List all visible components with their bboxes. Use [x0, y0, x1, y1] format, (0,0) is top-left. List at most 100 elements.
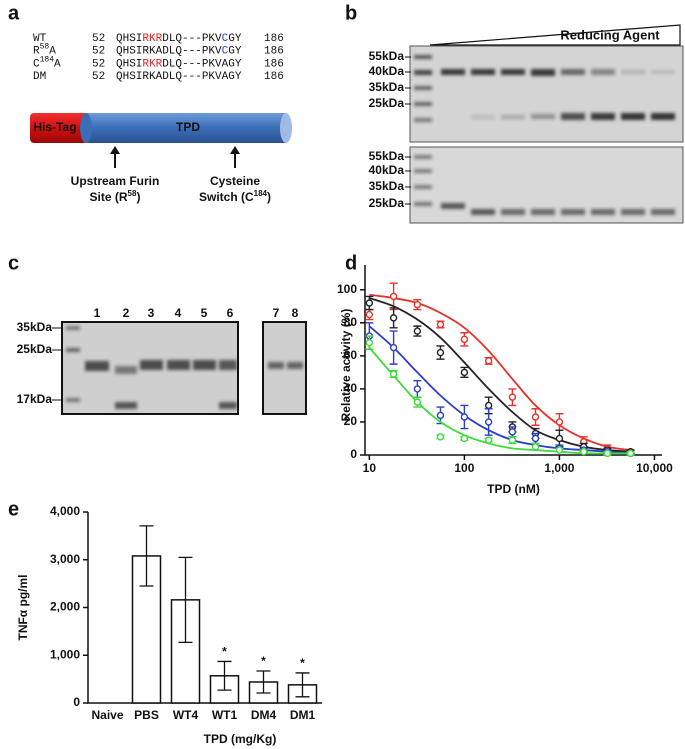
x-tick-label: DM1 — [290, 708, 316, 722]
superscript: 58 — [40, 42, 50, 51]
panel-label: b — [345, 2, 357, 24]
lane-label: 7 — [273, 306, 280, 320]
error-bar — [295, 672, 310, 698]
data-point — [460, 335, 469, 344]
data-point — [436, 433, 445, 441]
data-point — [484, 357, 493, 365]
gel-c-labels: 35kDa 25kDa 17kDa 1 2 3 4 5 6 7 8 — [17, 306, 299, 406]
gel-top — [409, 45, 684, 143]
seq-name: DM — [33, 71, 46, 83]
annotation: Cysteine — [210, 174, 260, 188]
marker-label: 25kDa — [369, 96, 405, 110]
seq-start: 52 — [92, 58, 105, 70]
seq-name: R58A — [33, 42, 56, 57]
sequence: QHSIRKRDLQ---PKVCGY — [116, 33, 242, 45]
data-point — [460, 434, 469, 443]
seq-start: 52 — [92, 46, 105, 58]
seq-end: 186 — [264, 71, 284, 83]
y-tick-label: 20 — [344, 414, 358, 428]
y-tick-label: 3,000 — [50, 552, 80, 566]
text-part: ) — [136, 190, 140, 204]
data-point — [579, 447, 588, 456]
marker-label: 55kDa — [369, 149, 405, 163]
text-part: RKR — [142, 33, 162, 45]
text-part: GY — [228, 33, 242, 45]
data-point — [484, 401, 493, 410]
x-tick-label: Naive — [91, 708, 123, 722]
cylinder-end — [80, 113, 92, 143]
data-point — [413, 300, 422, 309]
sequence: QHSIRKADLQ---PKVAGY — [116, 71, 242, 83]
annotation: Site (R58) — [90, 189, 141, 205]
seq-name: C184A — [33, 55, 61, 70]
text-part: R — [33, 46, 40, 58]
lane-label: 8 — [292, 306, 299, 320]
significance-marker: * — [300, 656, 305, 670]
marker-label: 55kDa — [369, 49, 405, 63]
sequence: QHSIRKADLQ---PKVCGY — [116, 46, 242, 58]
text-part: Upstream Furin — [71, 174, 160, 188]
data-point — [460, 368, 469, 377]
data-point — [389, 314, 398, 322]
data-point — [555, 418, 564, 426]
data-point — [413, 398, 422, 406]
y-tick-label: 100 — [337, 282, 357, 296]
axes — [87, 512, 322, 704]
data-point — [508, 436, 517, 444]
x-axis-label: TPD (nM) — [487, 482, 540, 496]
data-point — [365, 310, 374, 319]
data-point — [389, 370, 398, 378]
text-part: DLQ---PKVAGY — [162, 58, 242, 70]
text-part: ) — [267, 190, 271, 204]
lane-label: 2 — [123, 306, 130, 320]
data-point — [436, 411, 445, 420]
domain-label: TPD — [176, 120, 200, 134]
superscript: 58 — [128, 189, 137, 198]
text-part: Switch (C — [199, 190, 254, 204]
data-point — [389, 343, 398, 352]
text-part: A — [49, 46, 56, 58]
y-tick-label: 40 — [344, 381, 358, 395]
superscript: 184 — [40, 55, 55, 64]
text-part: RKR — [142, 58, 162, 70]
data-point — [413, 327, 422, 335]
x-tick-label: 10,000 — [636, 461, 673, 475]
y-tick-label: 0 — [350, 447, 357, 461]
x-axis-label: TPD (mg/Kg) — [204, 732, 277, 746]
data-point — [531, 443, 540, 451]
seq-name: WT — [33, 33, 47, 45]
data-point — [531, 434, 540, 443]
marker-label: 25kDa — [17, 342, 53, 356]
text-part: C — [222, 33, 229, 45]
significance-marker: * — [261, 654, 266, 668]
annotation: Switch (C184) — [199, 189, 271, 205]
seq-end: 186 — [264, 46, 284, 58]
data-point — [436, 348, 445, 357]
x-tick-label: DM4 — [251, 708, 277, 722]
seq-start: 52 — [92, 33, 105, 45]
text-part: DLQ---PKV — [162, 33, 222, 45]
panel-label: c — [8, 252, 19, 274]
y-tick-label: 60 — [344, 348, 358, 362]
data-point — [555, 446, 564, 454]
y-tick-label: 1,000 — [50, 647, 80, 661]
arrows — [110, 146, 240, 168]
data-point — [389, 292, 398, 301]
marker-label: 35kDa — [369, 179, 405, 193]
x-tick-label: WT1 — [212, 708, 238, 722]
text-part: C — [222, 46, 229, 58]
cylinder-end — [280, 113, 292, 143]
error-bar — [178, 556, 193, 644]
text-part: QHSIRKADLQ---PKVAGY — [116, 71, 242, 83]
alignment: WT 52 QHSIRKRDLQ---PKVCGY 186 R58A 52 QHSIRKAD… — [33, 33, 284, 83]
marker-label: 17kDa — [17, 392, 53, 406]
data-point — [531, 413, 540, 421]
marker-label: 25kDa — [369, 196, 405, 210]
lane-label: 4 — [175, 306, 182, 320]
text-part: GY — [228, 46, 242, 58]
y-tick-label: 80 — [344, 315, 358, 329]
data-point — [436, 320, 445, 329]
data-point — [460, 413, 469, 421]
text-part: C — [33, 58, 40, 70]
